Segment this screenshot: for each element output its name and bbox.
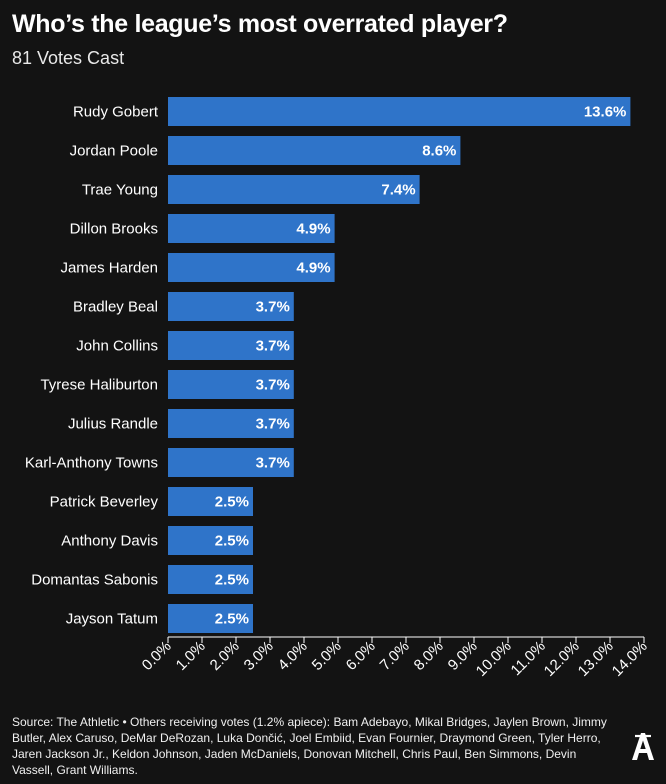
x-tick-label: 3.0%	[241, 638, 277, 674]
category-label: Dillon Brooks	[70, 221, 158, 238]
bars-layer: Rudy Gobert 13.6% Jordan Poole 8.6% Trae You…	[25, 97, 631, 633]
source-footnote: Source: The Athletic • Others receiving …	[12, 715, 607, 777]
category-label: Trae Young	[82, 182, 158, 199]
bar	[168, 409, 294, 438]
x-tick-label: 7.0%	[377, 638, 413, 674]
bar	[168, 604, 253, 633]
data-label: 2.5%	[215, 572, 249, 589]
x-tick-label: 6.0%	[343, 638, 379, 674]
category-label: Julius Randle	[68, 416, 158, 433]
bar	[168, 292, 294, 321]
x-tick-label: 0.0%	[139, 638, 175, 674]
bar	[168, 214, 335, 243]
x-tick-label: 11.0%	[508, 638, 549, 679]
x-tick-label: 8.0%	[411, 638, 447, 674]
data-label: 3.7%	[256, 455, 290, 472]
bar-chart: Rudy Gobert 13.6% Jordan Poole 8.6% Trae You…	[25, 97, 651, 680]
athletic-a-logo-icon	[632, 733, 654, 760]
data-label: 3.7%	[256, 377, 290, 394]
category-label: Patrick Beverley	[50, 494, 159, 511]
data-label: 4.9%	[296, 221, 330, 238]
bar	[168, 487, 253, 516]
data-label: 3.7%	[256, 416, 290, 433]
x-tick-label: 12.0%	[541, 638, 583, 680]
x-tick-label: 5.0%	[309, 638, 345, 674]
data-label: 7.4%	[381, 182, 415, 199]
category-label: James Harden	[60, 260, 158, 277]
category-label: Karl-Anthony Towns	[25, 455, 158, 472]
bar	[168, 448, 294, 477]
data-label: 3.7%	[256, 338, 290, 355]
category-label: Bradley Beal	[73, 299, 158, 316]
data-label: 3.7%	[256, 299, 290, 316]
x-tick-label: 1.0%	[173, 638, 209, 674]
bar	[168, 175, 420, 204]
chart-title: Who’s the league’s most overrated player…	[12, 10, 508, 38]
bar	[168, 526, 253, 555]
category-label: Jordan Poole	[70, 143, 158, 160]
category-label: Jayson Tatum	[66, 611, 158, 628]
data-label: 2.5%	[215, 494, 249, 511]
x-tick-label: 4.0%	[275, 638, 311, 674]
x-tick-label: 14.0%	[609, 638, 651, 680]
category-label: John Collins	[76, 338, 158, 355]
x-tick-label: 2.0%	[207, 638, 243, 674]
bar	[168, 331, 294, 360]
bar	[168, 565, 253, 594]
category-label: Domantas Sabonis	[31, 572, 158, 589]
category-label: Rudy Gobert	[73, 104, 159, 121]
data-label: 13.6%	[584, 104, 627, 121]
chart-subtitle: 81 Votes Cast	[12, 48, 125, 68]
category-label: Anthony Davis	[61, 533, 158, 550]
bar	[168, 136, 461, 165]
data-label: 2.5%	[215, 611, 249, 628]
bar	[168, 253, 335, 282]
category-label: Tyrese Haliburton	[40, 377, 158, 394]
bar	[168, 370, 294, 399]
data-label: 8.6%	[422, 143, 456, 160]
x-tick-label: 13.0%	[575, 638, 617, 680]
bar	[168, 97, 631, 126]
x-tick-label: 10.0%	[473, 638, 515, 680]
data-label: 4.9%	[296, 260, 330, 277]
data-label: 2.5%	[215, 533, 249, 550]
x-axis: 0.0%1.0%2.0%3.0%4.0%5.0%6.0%7.0%8.0%9.0%…	[139, 636, 651, 680]
